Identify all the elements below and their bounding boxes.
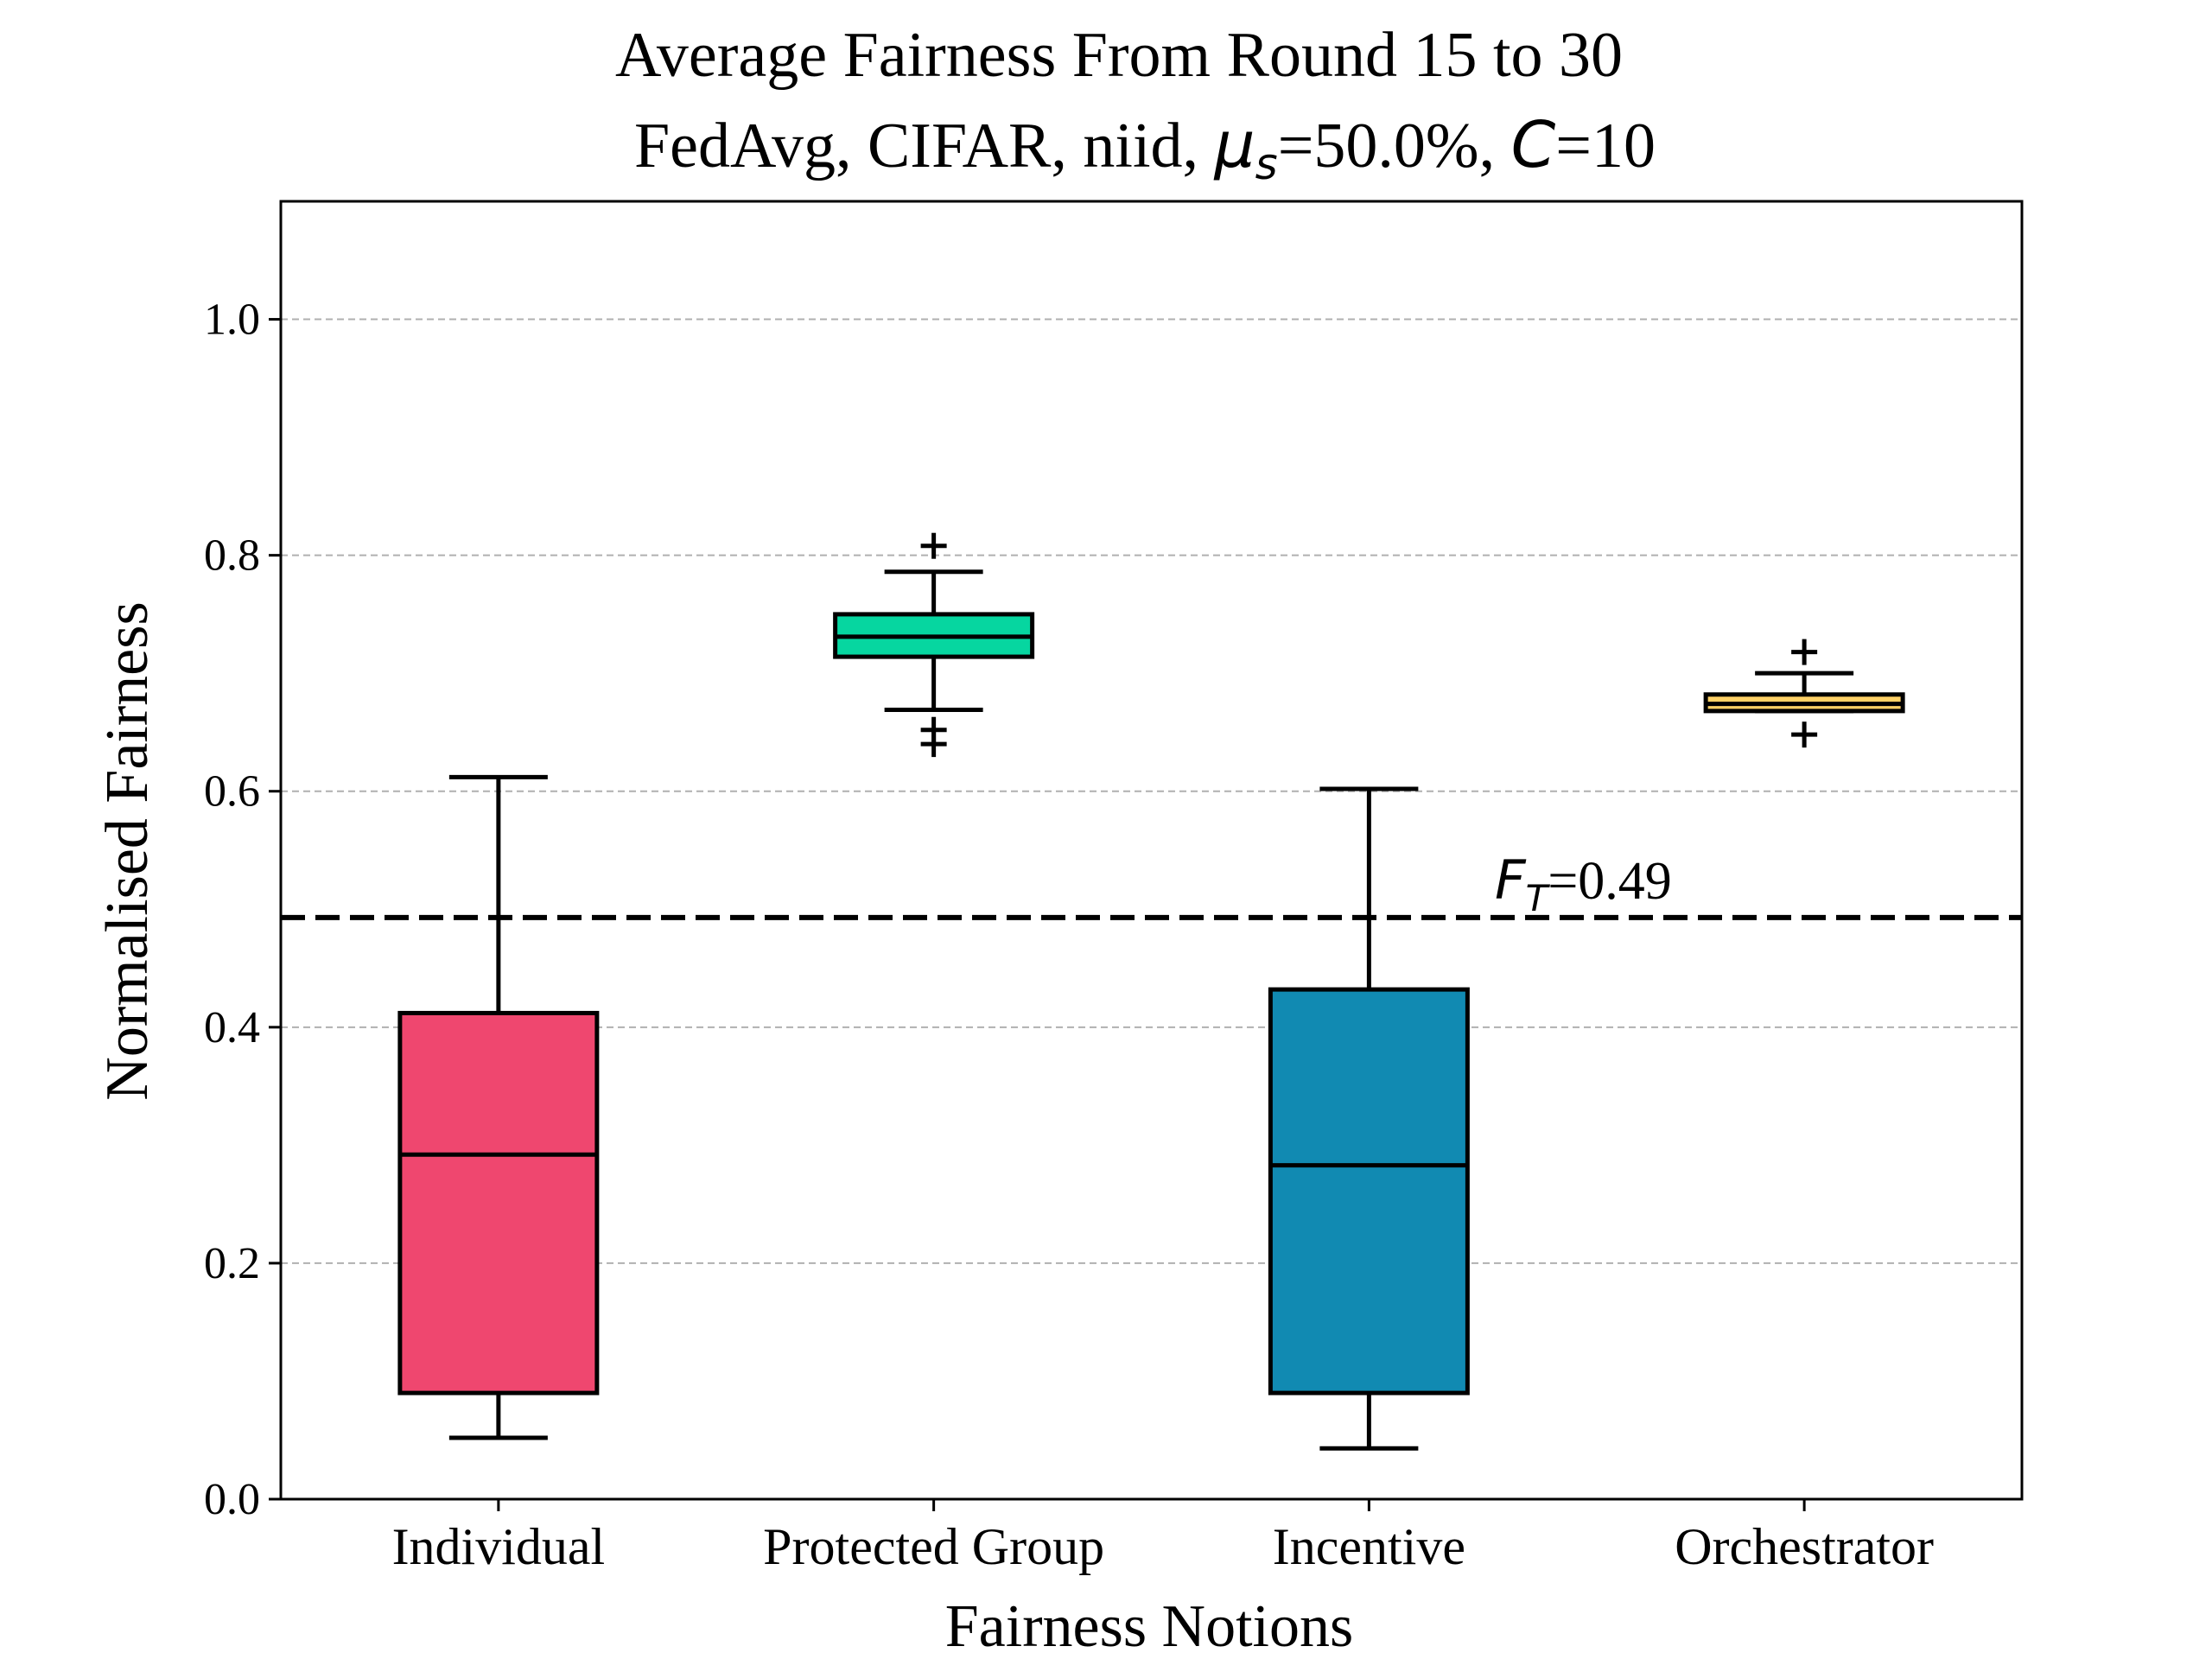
outlier-marker <box>1791 639 1818 665</box>
chart-subtitle-prefix: FedAvg, CIFAR, niid, <box>634 111 1215 181</box>
chart-title-line1: Average Fairness From Round 15 to 30 <box>615 20 1623 91</box>
box-orchestrator <box>1703 639 1905 748</box>
box-incentive <box>1268 786 1470 1451</box>
y-tick-label: 0.8 <box>204 531 260 581</box>
y-gridlines <box>281 318 2022 1264</box>
threshold-value: =0.49 <box>1548 852 1671 911</box>
y-tick-label: 0.6 <box>204 767 260 817</box>
iqr-box <box>1268 987 1470 1395</box>
threshold-symbol: F <box>1495 849 1527 912</box>
x-tick-label: Orchestrator <box>1675 1518 1934 1575</box>
outlier-marker <box>1791 721 1818 748</box>
x-tick-label: Protected Group <box>763 1518 1104 1575</box>
c-symbol: C <box>1511 108 1556 182</box>
mu-subscript: s <box>1255 139 1278 189</box>
plot-frame <box>279 200 2024 1501</box>
threshold-subscript: T <box>1526 877 1551 919</box>
x-axis-label: Fairness Notions <box>945 1593 1354 1659</box>
iqr-box <box>397 1010 600 1395</box>
x-tick-label: Individual <box>392 1518 606 1575</box>
y-tick-label: 0.0 <box>204 1475 260 1524</box>
boxes-layer <box>397 532 1905 1451</box>
mu-symbol: μ <box>1214 108 1255 182</box>
y-tick-label: 1.0 <box>204 296 260 345</box>
axes-layer: 0.0 0.2 0.4 0.6 0.8 1.0 Individual Protected Gr… <box>204 200 2024 1575</box>
x-tick-label: Incentive <box>1273 1518 1465 1575</box>
box-protected-group <box>833 532 1035 758</box>
outlier-marker <box>920 731 947 758</box>
y-tick-label: 0.2 <box>204 1239 260 1288</box>
y-axis-label: Normalised Fairness <box>94 601 161 1100</box>
c-value: =10 <box>1555 111 1656 181</box>
chart-title-line2: FedAvg, CIFAR, niid, μs=50.0%, C=10 <box>634 108 1656 189</box>
box-individual <box>397 774 600 1440</box>
y-tick-label: 0.4 <box>204 1003 260 1052</box>
threshold-label: FT=0.49 <box>1495 849 1672 919</box>
mu-value: =50.0%, <box>1278 111 1511 181</box>
outlier-marker <box>920 532 947 559</box>
